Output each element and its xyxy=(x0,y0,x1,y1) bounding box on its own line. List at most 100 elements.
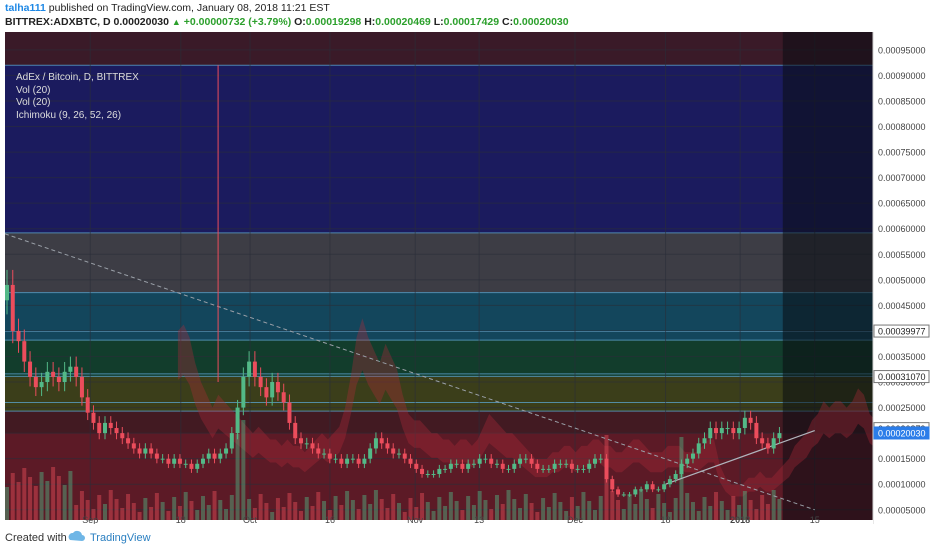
candle-body xyxy=(270,382,275,398)
volume-bar xyxy=(483,500,488,520)
chart-header: talha111 published on TradingView.com, J… xyxy=(0,0,932,32)
volume-bar xyxy=(535,512,540,520)
candle-body xyxy=(85,397,90,413)
price-chart[interactable]: 0.00095000 0.00090000 0.00085000 0.00080000… xyxy=(5,32,930,524)
volume-bar xyxy=(10,473,15,520)
fib-band xyxy=(5,340,873,374)
tradingview-brand-link[interactable]: TradingView xyxy=(90,532,151,544)
candle-body xyxy=(702,438,707,444)
volume-bar xyxy=(708,506,713,520)
time-tick-label: 15 xyxy=(810,515,820,524)
volume-bar xyxy=(143,498,148,520)
volume-bar xyxy=(466,496,471,520)
volume-bar xyxy=(114,499,119,520)
volume-bar xyxy=(662,503,667,520)
uptrend-line xyxy=(665,430,815,485)
candle-body xyxy=(287,402,292,423)
legend-volume-1[interactable]: Vol (20) xyxy=(16,84,51,96)
candle-body xyxy=(771,438,776,449)
candle-body xyxy=(33,376,38,388)
price-tick-label: 0.00065000 xyxy=(878,199,926,209)
volume-bar xyxy=(460,510,465,520)
candle-body xyxy=(592,458,597,464)
candle-body xyxy=(777,433,782,439)
candle-body xyxy=(28,361,33,377)
chart-canvas[interactable]: 0.00095000 0.00090000 0.00085000 0.00080000… xyxy=(5,32,930,524)
volume-bar xyxy=(137,512,142,520)
candle-body xyxy=(454,463,459,465)
candle-body xyxy=(714,428,719,434)
open-label: O: xyxy=(294,16,306,28)
candle-body xyxy=(149,448,154,454)
downtrend-line xyxy=(5,233,815,511)
candle-body xyxy=(662,484,667,490)
candle-body xyxy=(546,468,551,470)
volume-bar xyxy=(362,495,367,520)
candle-body xyxy=(760,438,765,444)
price-tick-label: 0.00015000 xyxy=(878,454,926,464)
volume-bar xyxy=(177,506,182,520)
volume-bar xyxy=(79,491,84,520)
volume-bar xyxy=(275,498,280,520)
candle-body xyxy=(304,443,309,445)
candle-body xyxy=(298,438,303,444)
legend-title: AdEx / Bitcoin, D, BITTREX xyxy=(16,72,139,83)
volume-bar xyxy=(62,485,67,520)
candle-body xyxy=(558,463,563,465)
candle-body xyxy=(569,463,574,469)
candle-body xyxy=(327,453,332,459)
candle-body xyxy=(391,448,396,454)
fib-band xyxy=(5,376,873,403)
volume-bar xyxy=(754,509,759,520)
candle-body xyxy=(385,443,390,449)
candle-body xyxy=(673,474,678,480)
time-axis[interactable]: Sep 18 Oct 16 Nov 13 Dec 18 2018 15 xyxy=(5,515,873,524)
candle-body xyxy=(587,463,592,469)
candle-body xyxy=(402,453,407,459)
created-with-label: Created with xyxy=(5,532,67,544)
volume-bar xyxy=(200,496,205,520)
candle-body xyxy=(154,453,159,459)
volume-bar xyxy=(51,467,56,520)
candle-body xyxy=(477,458,482,464)
volume-bar xyxy=(224,509,229,520)
price-highlight-box xyxy=(873,426,930,440)
candle-body xyxy=(667,479,672,485)
volume-bar xyxy=(569,497,574,520)
candle-body xyxy=(616,489,621,495)
volume-bar xyxy=(564,511,569,520)
candle-body xyxy=(679,463,684,475)
candle-body xyxy=(725,428,730,430)
candle-body xyxy=(708,428,713,439)
candle-body xyxy=(489,458,494,464)
candle-body xyxy=(373,438,378,449)
footer: Created with TradingView xyxy=(0,524,932,550)
candle-body xyxy=(102,422,107,434)
price-tick-label: 0.00070000 xyxy=(878,173,926,183)
price-tick-label: 0.00055000 xyxy=(878,250,926,260)
close-label: C: xyxy=(502,16,514,28)
candle-body xyxy=(494,463,499,465)
legend-ichimoku[interactable]: Ichimoku (9, 26, 52, 26) xyxy=(16,109,122,121)
volume-bar xyxy=(22,468,27,520)
volume-bar xyxy=(471,505,476,520)
candle-body xyxy=(443,468,448,470)
future-shade xyxy=(782,32,873,520)
volume-bar xyxy=(650,508,655,520)
author-link[interactable]: talha111 xyxy=(5,2,46,14)
legend-volume-2[interactable]: Vol (20) xyxy=(16,97,51,108)
time-tick-label: Nov xyxy=(407,515,424,524)
candle-body xyxy=(131,443,136,449)
price-highlight-box xyxy=(873,370,930,384)
time-tick-label: Sep xyxy=(82,515,98,524)
candle-body xyxy=(500,463,505,469)
candle-body xyxy=(598,458,603,460)
candle-body xyxy=(685,458,690,464)
volume-bar xyxy=(264,503,269,520)
volume-bar xyxy=(345,491,350,520)
price-axis[interactable]: 0.00095000 0.00090000 0.00085000 0.00080000… xyxy=(872,32,930,524)
candle-body xyxy=(258,376,263,388)
volume-bar xyxy=(610,491,615,520)
candle-body xyxy=(45,371,50,383)
candle-body xyxy=(108,422,113,429)
